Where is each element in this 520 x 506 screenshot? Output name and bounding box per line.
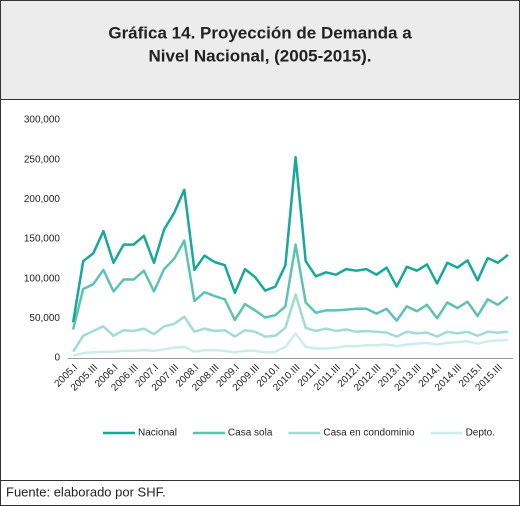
legend-label: Casa en condominio: [323, 428, 415, 439]
y-tick-label: 200,000: [24, 194, 61, 205]
y-tick-label: 300,000: [24, 115, 61, 126]
series-line: [72, 332, 508, 357]
y-tick-label: 150,000: [24, 234, 61, 245]
source-note: Fuente: elaborado por SHF.: [6, 484, 166, 499]
legend-label: Depto.: [466, 428, 495, 439]
chart-title: Nivel Nacional, (2005-2015).: [148, 46, 371, 65]
title-box: [0, 0, 520, 100]
series-line: [71, 156, 509, 323]
legend-label: Nacional: [138, 428, 177, 439]
y-tick-label: 100,000: [24, 273, 61, 284]
legend-label: Casa sola: [228, 428, 273, 439]
chart-title: Gráfica 14. Proyección de Demanda a: [108, 23, 412, 42]
y-tick-label: 250,000: [24, 154, 61, 165]
y-tick-label: 50,000: [29, 313, 60, 324]
y-tick-label: 0: [54, 353, 60, 364]
series-line: [72, 293, 508, 353]
series-line: [71, 239, 509, 330]
